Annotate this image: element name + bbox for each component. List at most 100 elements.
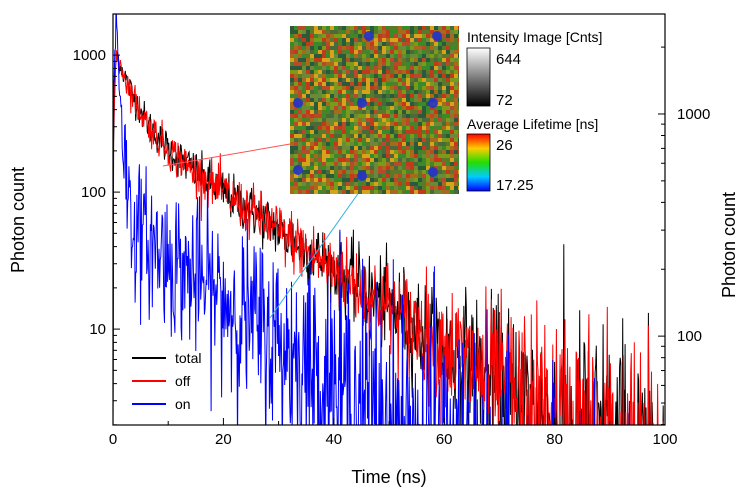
- image-pixel: [346, 106, 350, 110]
- image-pixel: [322, 150, 326, 154]
- image-pixel: [378, 90, 382, 94]
- image-pixel: [430, 90, 434, 94]
- image-pixel: [442, 158, 446, 162]
- image-pixel: [430, 122, 434, 126]
- image-pixel: [366, 62, 370, 66]
- image-pixel: [318, 42, 322, 46]
- image-pixel: [346, 38, 350, 42]
- image-pixel: [306, 114, 310, 118]
- image-pixel: [418, 30, 422, 34]
- image-pixel: [318, 74, 322, 78]
- image-pixel: [410, 126, 414, 130]
- image-spot: [428, 167, 438, 177]
- image-pixel: [458, 114, 459, 118]
- image-pixel: [334, 162, 338, 166]
- image-pixel: [298, 34, 302, 38]
- image-pixel: [354, 158, 358, 162]
- lifetime-colorbar: [466, 133, 491, 192]
- image-pixel: [402, 46, 406, 50]
- image-pixel: [298, 150, 302, 154]
- image-pixel: [370, 106, 374, 110]
- image-pixel: [406, 138, 410, 142]
- image-pixel: [318, 78, 322, 82]
- image-pixel: [434, 86, 438, 90]
- image-pixel: [326, 186, 330, 190]
- image-pixel: [374, 122, 378, 126]
- image-pixel: [406, 106, 410, 110]
- image-pixel: [290, 86, 294, 90]
- image-pixel: [422, 126, 426, 130]
- image-pixel: [450, 66, 454, 70]
- image-pixel: [386, 134, 390, 138]
- image-pixel: [374, 182, 378, 186]
- image-pixel: [450, 34, 454, 38]
- image-pixel: [406, 182, 410, 186]
- image-pixel: [346, 134, 350, 138]
- image-pixel: [406, 82, 410, 86]
- image-spot: [357, 98, 367, 108]
- image-pixel: [426, 106, 430, 110]
- image-pixel: [454, 82, 458, 86]
- image-pixel: [290, 142, 294, 146]
- image-pixel: [386, 98, 390, 102]
- image-pixel: [390, 182, 394, 186]
- image-pixel: [382, 182, 386, 186]
- image-pixel: [330, 154, 334, 158]
- image-pixel: [398, 50, 402, 54]
- image-pixel: [330, 94, 334, 98]
- image-pixel: [442, 130, 446, 134]
- image-pixel: [310, 106, 314, 110]
- image-pixel: [390, 186, 394, 190]
- image-pixel: [406, 170, 410, 174]
- image-pixel: [302, 178, 306, 182]
- image-pixel: [410, 30, 414, 34]
- image-pixel: [442, 162, 446, 166]
- image-pixel: [458, 34, 459, 38]
- image-pixel: [346, 90, 350, 94]
- image-pixel: [310, 162, 314, 166]
- image-pixel: [430, 38, 434, 42]
- image-pixel: [458, 182, 459, 186]
- image-pixel: [326, 166, 330, 170]
- image-pixel: [390, 54, 394, 58]
- image-pixel: [398, 134, 402, 138]
- image-pixel: [330, 130, 334, 134]
- image-pixel: [446, 102, 450, 106]
- image-pixel: [358, 94, 362, 98]
- image-pixel: [370, 130, 374, 134]
- image-pixel: [354, 170, 358, 174]
- image-pixel: [458, 98, 459, 102]
- image-pixel: [334, 74, 338, 78]
- image-pixel: [414, 98, 418, 102]
- image-pixel: [398, 34, 402, 38]
- image-pixel: [350, 166, 354, 170]
- image-pixel: [414, 38, 418, 42]
- image-pixel: [390, 58, 394, 62]
- image-pixel: [330, 38, 334, 42]
- image-pixel: [302, 74, 306, 78]
- image-pixel: [418, 166, 422, 170]
- image-pixel: [330, 150, 334, 154]
- image-pixel: [354, 118, 358, 122]
- image-pixel: [378, 30, 382, 34]
- image-pixel: [334, 94, 338, 98]
- image-pixel: [302, 94, 306, 98]
- image-pixel: [454, 58, 458, 62]
- image-pixel: [394, 142, 398, 146]
- image-pixel: [346, 94, 350, 98]
- image-pixel: [378, 158, 382, 162]
- image-pixel: [446, 50, 450, 54]
- image-pixel: [290, 74, 294, 78]
- image-pixel: [298, 66, 302, 70]
- image-pixel: [446, 70, 450, 74]
- image-pixel: [366, 102, 370, 106]
- image-pixel: [358, 186, 362, 190]
- image-pixel: [298, 94, 302, 98]
- image-pixel: [406, 38, 410, 42]
- image-pixel: [390, 190, 394, 194]
- image-pixel: [394, 158, 398, 162]
- image-pixel: [450, 138, 454, 142]
- image-pixel: [394, 98, 398, 102]
- image-pixel: [414, 50, 418, 54]
- image-pixel: [322, 78, 326, 82]
